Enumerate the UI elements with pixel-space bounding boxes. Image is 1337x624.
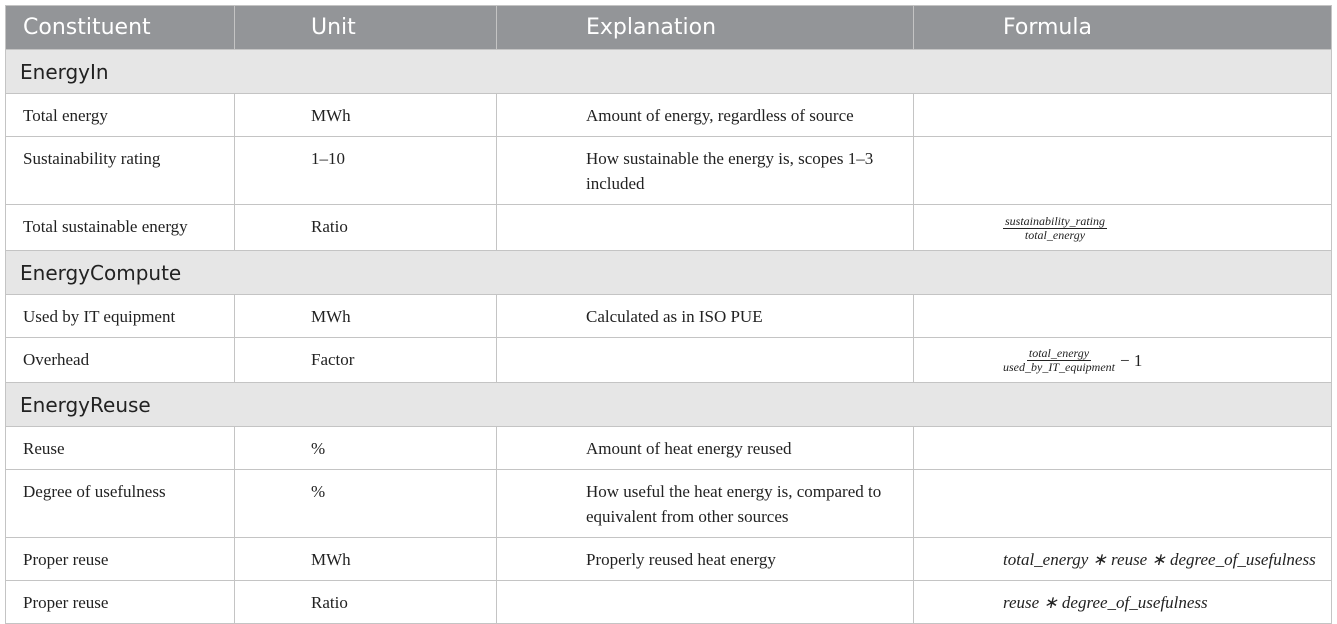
- header-cell: Formula: [913, 5, 1332, 50]
- section-row: EnergyCompute: [5, 249, 1332, 295]
- explanation-cell: Amount of heat energy reused: [496, 426, 914, 471]
- data-row: Proper reuse MWh Properly reused heat ener…: [5, 537, 1332, 582]
- formula-cell: [913, 426, 1332, 471]
- constituent-cell: Overhead: [5, 336, 235, 384]
- header-cell: Explanation: [496, 5, 914, 50]
- unit-cell: MWh: [234, 537, 497, 582]
- explanation-cell: [496, 204, 914, 251]
- unit-cell: Ratio: [234, 204, 497, 251]
- formula-cell: [913, 293, 1332, 338]
- explanation-cell: Amount of energy, regardless of source: [496, 93, 914, 137]
- constituent-cell: Total energy: [5, 93, 235, 137]
- formula-cell: [913, 93, 1332, 137]
- section-row: EnergyIn: [5, 49, 1332, 94]
- data-row: Reuse% Amount of heat energy reused: [5, 426, 1332, 471]
- table-container: Constituent Unit Explanation Formula EnergyI…: [5, 5, 1332, 624]
- numerator: total_energy: [1026, 346, 1092, 362]
- data-row: Overhead Factor total_energy used_by_IT_equ…: [5, 336, 1332, 384]
- formula: reuse ∗ degree_of_usefulness: [1003, 593, 1208, 613]
- formula-cell: total_energy ∗ reuse ∗ degree_of_usefuln…: [913, 537, 1332, 582]
- unit-cell: Factor: [234, 336, 497, 384]
- formula-cell: total_energy used_by_IT_equipment − 1: [913, 336, 1332, 384]
- data-row: Total sustainable energy Ratio sustainabil…: [5, 204, 1332, 251]
- unit-cell: %: [234, 469, 497, 539]
- explanation-cell: [496, 580, 914, 624]
- formula-suffix: − 1: [1119, 351, 1143, 371]
- section-title: EnergyReuse: [5, 382, 1332, 428]
- formula: sustainability_rating total_energy: [1003, 214, 1108, 241]
- formula-cell: sustainability_rating total_energy: [913, 204, 1332, 251]
- constituent-cell: Total sustainable energy: [5, 204, 235, 251]
- formula: total_energy ∗ reuse ∗ degree_of_usefuln…: [1003, 550, 1316, 570]
- formula: total_energy used_by_IT_equipment − 1: [1003, 347, 1143, 374]
- fraction: sustainability_rating total_energy: [1003, 213, 1108, 242]
- explanation-cell: Calculated as in ISO PUE: [496, 293, 914, 338]
- explanation-cell: How sustainable the energy is, scopes 1–…: [496, 136, 914, 205]
- constituent-cell: Degree of usefulness: [5, 469, 235, 539]
- section-title: EnergyIn: [5, 49, 1332, 94]
- constituent-cell: Proper reuse: [5, 580, 235, 624]
- formula-cell: reuse ∗ degree_of_usefulness: [913, 580, 1332, 624]
- data-row: Sustainability rating 1–10 How sustainable…: [5, 136, 1332, 205]
- unit-cell: Ratio: [234, 580, 497, 624]
- constituent-cell: Reuse: [5, 426, 235, 471]
- constituent-cell: Used by IT equipment: [5, 293, 235, 338]
- fraction: total_energy used_by_IT_equipment: [1003, 347, 1115, 374]
- data-row: Used by IT equipment MWh Calculated as in …: [5, 293, 1332, 338]
- section-row: EnergyReuse: [5, 382, 1332, 428]
- unit-cell: %: [234, 426, 497, 471]
- header-cell: Constituent: [5, 5, 235, 50]
- data-row: Proper reuse Ratio reuse ∗ degree_of_usefu…: [5, 580, 1332, 624]
- formula-cell: [913, 136, 1332, 205]
- formula-cell: [913, 469, 1332, 539]
- header-cell: Unit: [234, 5, 497, 50]
- explanation-cell: Properly reused heat energy: [496, 537, 914, 582]
- explanation-cell: [496, 336, 914, 384]
- constituent-cell: Sustainability rating: [5, 136, 235, 205]
- denominator: total_energy: [1024, 227, 1086, 242]
- section-title: EnergyCompute: [5, 249, 1332, 295]
- constituent-cell: Proper reuse: [5, 537, 235, 582]
- explanation-cell: How useful the heat energy is, compared …: [496, 469, 914, 539]
- data-table: Constituent Unit Explanation Formula EnergyI…: [5, 5, 1332, 624]
- data-row: Degree of usefulness% How useful the heat…: [5, 469, 1332, 539]
- header-row: Constituent Unit Explanation Formula: [5, 5, 1332, 50]
- data-row: Total energy MWh Amount of energy, regardl…: [5, 93, 1332, 137]
- numerator: sustainability_rating: [1003, 213, 1108, 229]
- unit-cell: MWh: [234, 93, 497, 137]
- unit-cell: MWh: [234, 293, 497, 338]
- unit-cell: 1–10: [234, 136, 497, 205]
- denominator: used_by_IT_equipment: [1003, 360, 1115, 375]
